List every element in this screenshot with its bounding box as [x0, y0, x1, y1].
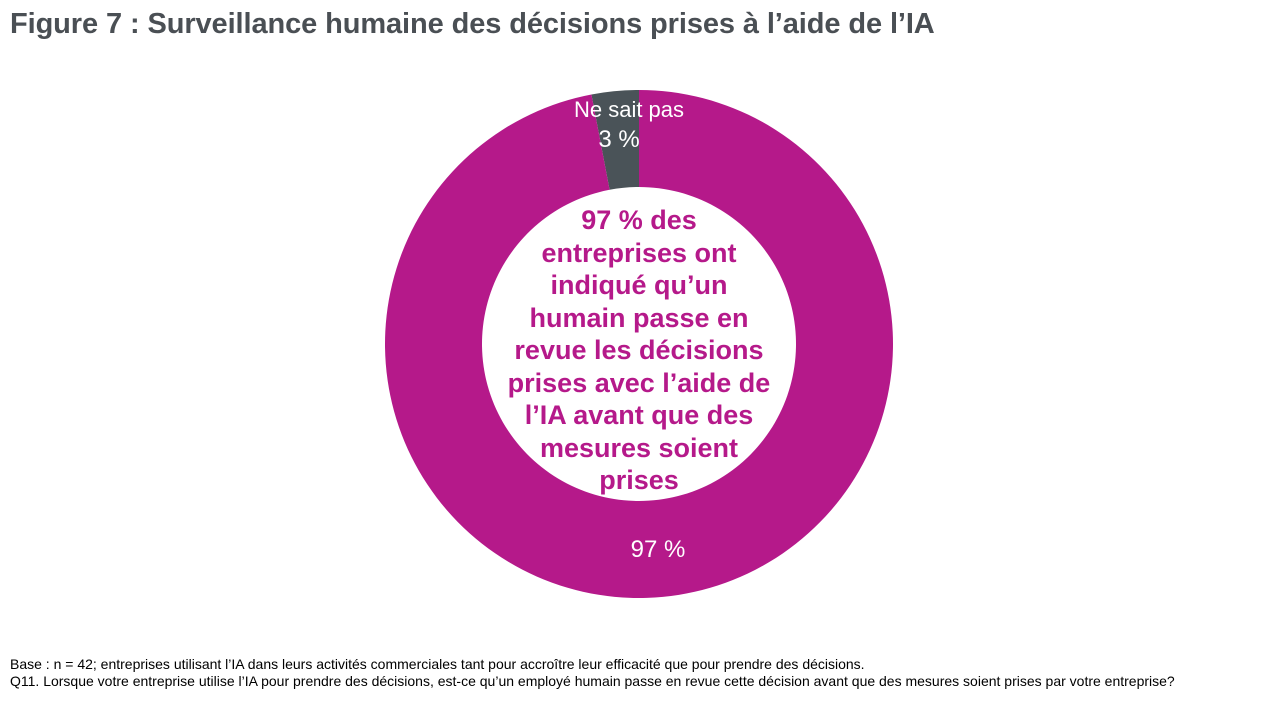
center-text-line: l’IA avant que des	[524, 400, 754, 430]
center-text-line: prises avec l’aide de	[507, 367, 771, 398]
center-text-line: humain passe en	[529, 302, 749, 333]
chart-title: Figure 7 : Surveillance humaine des déci…	[10, 8, 935, 40]
center-text-line: mesures soient	[539, 432, 739, 463]
footnote: Base : n = 42; entreprises utilisant l’I…	[10, 656, 1260, 690]
donut-center-text: 97 % des entreprises ont indiqué qu’un h…	[489, 204, 789, 497]
slice-ne-sait-pas	[591, 90, 639, 190]
slice-main	[385, 90, 893, 598]
center-text-line: indiqué qu’un	[550, 270, 728, 300]
center-text-line: revue les décisions	[514, 335, 764, 365]
slice-value-label-main: 97 %	[631, 536, 686, 563]
center-text-line: entreprises ont	[541, 237, 737, 268]
center-text-line: prises	[599, 465, 679, 495]
footnote-question: Q11. Lorsque votre entreprise utilise l’…	[10, 673, 1175, 689]
slice-name-label-ne-sait-pas: Ne sait pas	[574, 97, 684, 122]
slice-value-label-ne-sait-pas: 3 %	[598, 126, 639, 153]
footnote-base: Base : n = 42; entreprises utilisant l’I…	[10, 656, 865, 672]
center-text-line: 97 % des	[581, 205, 697, 235]
donut-slices	[385, 90, 893, 598]
